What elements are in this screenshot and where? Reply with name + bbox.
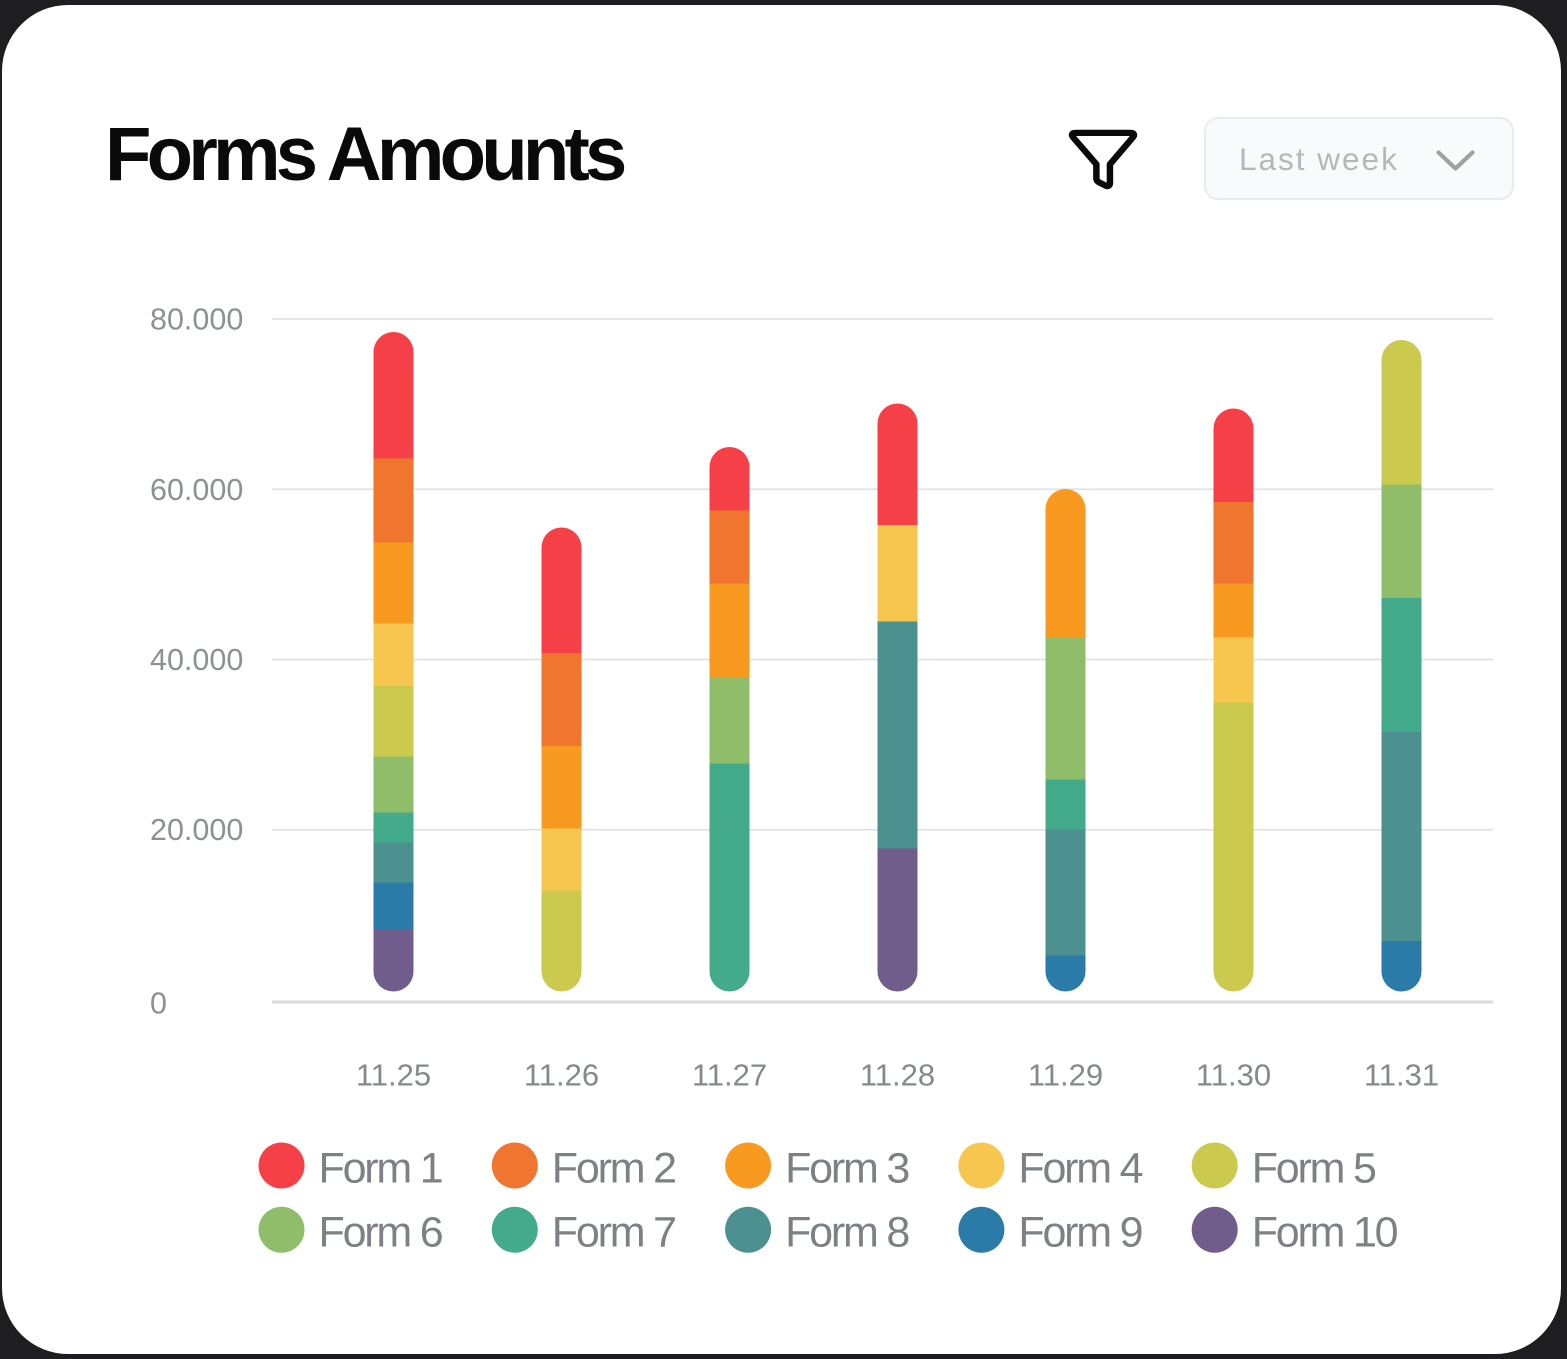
svg-text:80.000: 80.000 <box>150 303 243 337</box>
svg-text:11.26: 11.26 <box>524 1058 599 1093</box>
svg-text:0: 0 <box>150 987 167 1021</box>
svg-text:Form 10: Form 10 <box>1252 1209 1398 1257</box>
svg-text:11.31: 11.31 <box>1364 1058 1439 1093</box>
svg-text:11.30: 11.30 <box>1196 1058 1271 1093</box>
svg-text:60.000: 60.000 <box>150 473 243 507</box>
svg-text:Form 3: Form 3 <box>785 1145 909 1193</box>
svg-text:20.000: 20.000 <box>150 813 243 847</box>
svg-text:40.000: 40.000 <box>150 643 243 677</box>
svg-text:11.28: 11.28 <box>860 1058 935 1093</box>
svg-text:Form 9: Form 9 <box>1018 1209 1141 1257</box>
svg-text:11.25: 11.25 <box>356 1058 431 1093</box>
svg-text:Form 7: Form 7 <box>552 1209 675 1257</box>
svg-text:Form 8: Form 8 <box>785 1209 909 1257</box>
svg-text:Form 1: Form 1 <box>319 1145 442 1193</box>
svg-text:11.27: 11.27 <box>692 1058 767 1093</box>
svg-text:Form 2: Form 2 <box>552 1145 675 1193</box>
svg-text:Form 4: Form 4 <box>1018 1145 1142 1193</box>
svg-text:Form 5: Form 5 <box>1252 1145 1376 1193</box>
svg-text:Form 6: Form 6 <box>319 1209 443 1257</box>
svg-text:11.29: 11.29 <box>1028 1058 1103 1093</box>
